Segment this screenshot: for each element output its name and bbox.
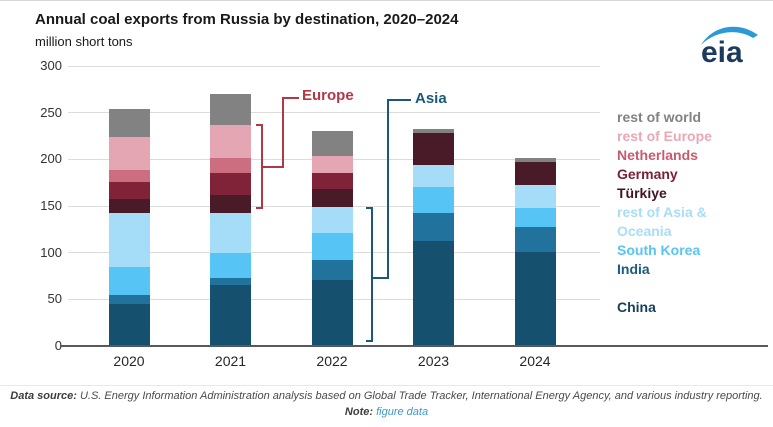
y-axis-tick-150: 150 xyxy=(40,198,62,213)
bar-segment-2023-t-rkiye xyxy=(413,133,454,165)
chart-title: Annual coal exports from Russia by desti… xyxy=(35,11,459,28)
legend-item-t-rkiye: Türkiye xyxy=(617,185,667,201)
data-source-label: Data source: xyxy=(10,390,77,402)
bar-segment-2021-south-korea xyxy=(210,252,251,278)
bar-segment-2023-south-korea xyxy=(413,187,454,214)
y-axis-tick-100: 100 xyxy=(40,244,62,260)
legend: rest of world rest of Europe Netherlands Ge… xyxy=(617,108,767,317)
asia-annotation-label: Asia xyxy=(415,90,447,107)
bar-segment-2020-rest-of-world xyxy=(108,108,150,137)
eia-logo: eia xyxy=(697,19,761,69)
legend-item-rest-of-world: rest of world xyxy=(617,109,702,125)
bar-segment-2020-germany xyxy=(108,181,150,199)
bar-segment-2020-south-korea xyxy=(108,266,150,295)
bar-segment-2022-rest-of-europe xyxy=(311,155,353,174)
bar-segment-2022-rest-of-world xyxy=(311,131,353,156)
bar-segment-2024-south-korea xyxy=(514,207,556,227)
bar-segment-2021-netherlands xyxy=(210,158,251,174)
chart-units-label: million short tons xyxy=(35,34,133,49)
bar-segment-2023-rest-of-world xyxy=(413,128,454,134)
bar-segment-2023-rest-of-asia-oceania xyxy=(413,164,454,188)
x-axis-label-2023: 2023 xyxy=(417,353,450,369)
bar-segment-2022-rest-of-asia-oceania xyxy=(311,206,353,234)
bar-segment-2021-rest-of-world xyxy=(210,94,251,125)
footer: Data source: U.S. Energy Information Adm… xyxy=(0,385,773,418)
bar-segment-2020-netherlands xyxy=(108,169,150,182)
x-axis-label-2021: 2021 xyxy=(214,353,247,369)
x-axis-line xyxy=(60,345,768,347)
x-axis-label-2020: 2020 xyxy=(113,353,145,369)
legend-item-south-korea: South Korea xyxy=(617,242,701,258)
europe-bracket-icon xyxy=(256,97,299,209)
bar-segment-2021-india xyxy=(210,277,251,286)
bar-segment-2023-china xyxy=(413,241,454,346)
note-line: Note: figure data xyxy=(0,406,773,418)
bar-segment-2020-rest-of-europe xyxy=(108,136,150,170)
y-axis-tick-0: 0 xyxy=(54,338,62,353)
y-axis-tick-250: 250 xyxy=(40,104,62,120)
bar-segment-2024-rest-of-asia-oceania xyxy=(514,185,556,208)
legend-item-netherlands: Netherlands xyxy=(617,147,698,163)
x-axis-label-2024: 2024 xyxy=(519,353,551,369)
bar-segment-2024-china xyxy=(514,251,556,346)
data-source-text: U.S. Energy Information Administration a… xyxy=(76,390,763,402)
legend-item-india: India xyxy=(617,261,650,277)
bar-segment-2022-south-korea xyxy=(311,233,353,261)
bar-segment-2023-india xyxy=(413,213,454,242)
asia-bracket-icon xyxy=(366,99,411,342)
legend-item-rest-of-asia-oceania: rest of Asia & Oceania xyxy=(617,204,707,239)
bar-segment-2021-t-rkiye xyxy=(210,194,251,214)
bar-segment-2020-rest-of-asia-oceania xyxy=(108,213,150,267)
y-axis-tick-200: 200 xyxy=(40,151,62,167)
gridline-300 xyxy=(68,65,600,67)
bar-segment-2022-germany xyxy=(311,173,353,190)
bar-segment-2022-china xyxy=(311,279,353,346)
bar-segment-2020-india xyxy=(108,294,150,304)
legend-item-germany: Germany xyxy=(617,166,678,182)
bar-segment-2022-india xyxy=(311,260,353,280)
bar-segment-2024-rest-of-world xyxy=(514,158,556,163)
legend-item-china: China xyxy=(617,299,656,315)
y-axis-tick-50: 50 xyxy=(47,291,62,307)
bar-segment-2021-rest-of-asia-oceania xyxy=(210,213,251,253)
figure-data-link[interactable]: figure data xyxy=(376,406,429,418)
note-label: Note: xyxy=(344,406,374,418)
eia-logo-text: eia xyxy=(701,36,743,65)
gridline-250 xyxy=(68,112,600,114)
europe-annotation-label: Europe xyxy=(302,87,354,104)
eia-logo-swoosh-icon xyxy=(701,26,758,45)
data-source-line: Data source: U.S. Energy Information Adm… xyxy=(0,390,773,402)
y-axis-tick-300: 300 xyxy=(40,58,62,73)
bar-segment-2024-india xyxy=(514,226,556,252)
bar-segment-2024-t-rkiye xyxy=(514,162,556,186)
bar-segment-2021-china xyxy=(210,285,251,346)
bar-segment-2021-rest-of-europe xyxy=(210,124,251,159)
bar-segment-2020-china xyxy=(108,304,150,346)
bar-segment-2022-t-rkiye xyxy=(311,189,353,207)
bar-segment-2021-germany xyxy=(210,173,251,195)
legend-item-rest-of-europe: rest of Europe xyxy=(617,128,712,144)
bar-segment-2020-t-rkiye xyxy=(108,198,150,214)
x-axis-label-2022: 2022 xyxy=(316,353,348,369)
